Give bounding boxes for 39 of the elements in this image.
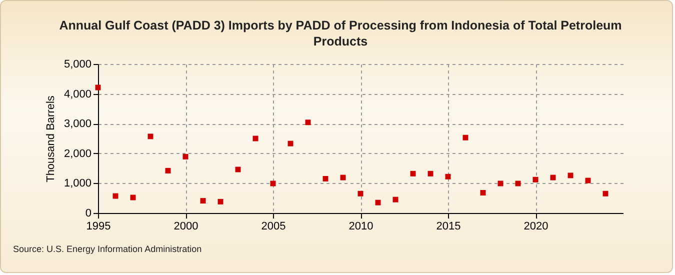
y-tick-label: 2,000 [64, 148, 92, 160]
x-tick-label: 2020 [524, 220, 548, 232]
point [288, 140, 294, 146]
point [148, 134, 154, 140]
x-tick-label: 2010 [348, 220, 374, 232]
y-tick-label: 5,000 [64, 58, 92, 70]
point [358, 190, 364, 196]
x-tick-label: 2015 [436, 220, 461, 232]
x-tick-label: 1995 [86, 220, 111, 232]
point [568, 172, 574, 178]
y-tick-label: 3,000 [64, 118, 92, 130]
point [550, 174, 556, 180]
y-tick-label: 1,000 [64, 178, 92, 190]
point [410, 170, 416, 176]
x-tick-label: 2005 [261, 220, 286, 232]
y-axis-title: Thousand Barrels [44, 95, 57, 182]
point [392, 196, 398, 202]
point [165, 168, 171, 174]
x-tick-label: 2000 [174, 220, 198, 232]
point [95, 84, 101, 90]
point [218, 198, 224, 204]
point [200, 198, 206, 204]
y-tick-label: 4,000 [64, 88, 92, 100]
source-note: Source: U.S. Energy Information Administration [13, 244, 202, 254]
chart-title: Annual Gulf Coast (PADD 3) Imports by PADD of Processing from Indonesia of Total Petroleum Products [59, 18, 622, 48]
point [375, 200, 381, 206]
y-tick-label: 0 [85, 208, 92, 220]
point [305, 120, 311, 126]
point [112, 193, 118, 199]
point [322, 176, 328, 182]
point [585, 178, 591, 184]
point [182, 154, 188, 160]
point [602, 190, 608, 196]
point [445, 174, 451, 180]
point [340, 174, 346, 180]
point [428, 170, 434, 176]
point [532, 176, 538, 182]
point [462, 134, 468, 140]
point [480, 190, 486, 196]
